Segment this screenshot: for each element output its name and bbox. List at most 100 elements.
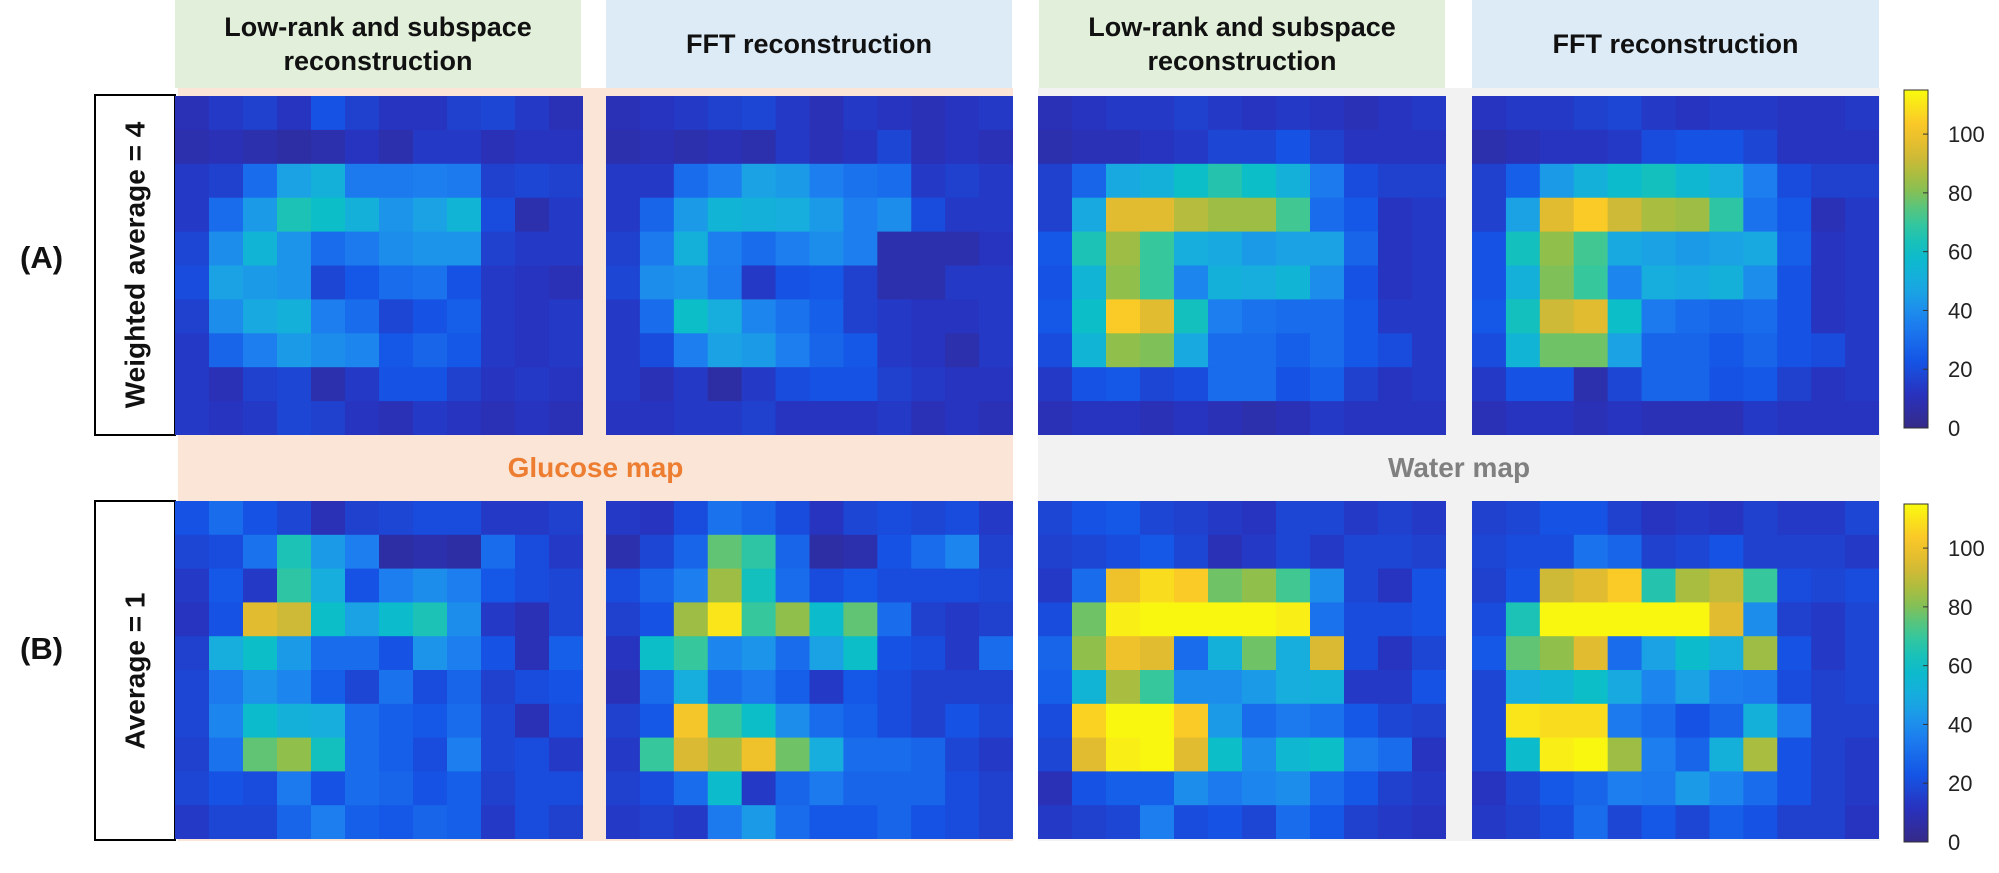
heatmap-cell xyxy=(481,265,516,300)
heatmap-cell xyxy=(515,231,550,267)
heatmap-cell xyxy=(413,670,448,705)
heatmap-cell xyxy=(1276,703,1311,739)
heatmap-cell xyxy=(1777,501,1812,536)
heatmap-cell xyxy=(1242,771,1277,806)
heatmap-cell xyxy=(243,96,278,131)
heatmap-cell xyxy=(1208,197,1243,233)
heatmap-cell xyxy=(877,737,912,772)
heatmap-cell xyxy=(606,636,641,671)
heatmap-cell xyxy=(549,96,583,131)
heatmap-cell xyxy=(1072,602,1107,637)
heatmap-cell xyxy=(979,265,1013,300)
heatmap-cell xyxy=(1811,737,1846,772)
heatmap-cell xyxy=(209,231,244,267)
heatmap-cell xyxy=(1709,197,1744,233)
heatmap-cell xyxy=(1811,636,1846,671)
heatmap-cell xyxy=(1242,534,1277,570)
heatmap-cell xyxy=(1140,670,1175,705)
heatmap-cell xyxy=(1675,670,1711,705)
heatmap-cell xyxy=(606,670,641,705)
heatmap-cell xyxy=(741,670,777,705)
heatmap-cell xyxy=(1038,703,1073,739)
heatmap-cell xyxy=(1412,771,1446,806)
heatmap-cell xyxy=(1276,129,1311,165)
heatmap-cell xyxy=(1378,534,1413,570)
heatmap-cell xyxy=(515,568,550,603)
heatmap-cell xyxy=(1505,636,1541,671)
heatmap-cell xyxy=(1845,129,1879,165)
heatmap-cell xyxy=(707,333,743,368)
heatmap-cell xyxy=(515,602,550,637)
heatmap-cell xyxy=(1242,805,1277,839)
heatmap-cell xyxy=(1412,501,1446,536)
heatmap-cell xyxy=(447,534,482,570)
heatmap-cell xyxy=(639,805,675,839)
heatmap-cell xyxy=(379,501,414,536)
heatmap-cell xyxy=(1845,636,1879,671)
heatmap-cell xyxy=(1777,163,1812,199)
heatmap-cell xyxy=(1072,299,1107,334)
heatmap-cell xyxy=(1378,771,1413,806)
heatmap-cell xyxy=(1641,367,1677,402)
heatmap-cell xyxy=(945,333,980,368)
heatmap-cell xyxy=(1675,163,1711,199)
heatmap-cell xyxy=(1845,771,1879,806)
heatmap-cell xyxy=(1641,197,1677,233)
heatmap-cell xyxy=(843,636,878,671)
heatmap-cell xyxy=(877,96,912,131)
heatmap-cell xyxy=(1777,231,1812,267)
heatmap-cell xyxy=(741,737,777,772)
heatmap-cell xyxy=(481,163,516,199)
heatmap-cell xyxy=(481,129,516,165)
heatmap-cell xyxy=(209,129,244,165)
heatmap-cell xyxy=(639,534,675,570)
heatmap-b-lowrank-glucose xyxy=(175,501,583,839)
heatmap-cell xyxy=(549,299,583,334)
heatmap-cell xyxy=(1174,636,1209,671)
heatmap-cell xyxy=(1811,333,1846,368)
heatmap-cell xyxy=(175,299,210,334)
heatmap-cell xyxy=(775,602,811,637)
heatmap-cell xyxy=(1276,636,1311,671)
heatmap-cell xyxy=(1344,129,1379,165)
heatmap-cell xyxy=(481,771,516,806)
heatmap-cell xyxy=(1378,197,1413,233)
heatmap-cell xyxy=(1344,501,1379,536)
colorbar-tick-label: 20 xyxy=(1948,771,1972,796)
heatmap-cell xyxy=(741,367,777,402)
heatmap-cell xyxy=(1140,737,1175,772)
heatmap-cell xyxy=(1276,163,1311,199)
heatmap-cell xyxy=(1811,568,1846,603)
heatmap-cell xyxy=(1743,737,1778,772)
heatmap-cell xyxy=(1472,333,1507,368)
heatmap-cell xyxy=(1777,737,1812,772)
heatmap-cell xyxy=(1208,534,1243,570)
heatmap-cell xyxy=(1743,129,1778,165)
heatmap-cell xyxy=(1106,231,1141,267)
heatmap-cell xyxy=(945,501,980,536)
heatmap-cell xyxy=(877,805,912,839)
heatmap-cell xyxy=(379,805,414,839)
heatmap-cell xyxy=(1276,333,1311,368)
heatmap-cell xyxy=(911,129,946,165)
heatmap-cell xyxy=(277,501,312,536)
heatmap-cell xyxy=(1675,231,1711,267)
heatmap-cell xyxy=(243,534,278,570)
heatmap-cell xyxy=(1276,805,1311,839)
heatmap-cell xyxy=(1140,534,1175,570)
heatmap-cell xyxy=(843,703,878,739)
heatmap-cell xyxy=(1378,299,1413,334)
heatmap-cell xyxy=(707,265,743,300)
heatmap-cell xyxy=(1472,367,1507,402)
heatmap-cell xyxy=(639,333,675,368)
heatmap-cell xyxy=(311,670,346,705)
heatmap-cell xyxy=(1208,265,1243,300)
heatmap-cell xyxy=(1777,568,1812,603)
heatmap-cell xyxy=(843,129,878,165)
heatmap-cell xyxy=(209,771,244,806)
heatmap-cell xyxy=(1310,265,1345,300)
heatmap-cell xyxy=(1811,602,1846,637)
heatmap-cell xyxy=(515,333,550,368)
heatmap-cell xyxy=(379,367,414,402)
heatmap-cell xyxy=(277,265,312,300)
